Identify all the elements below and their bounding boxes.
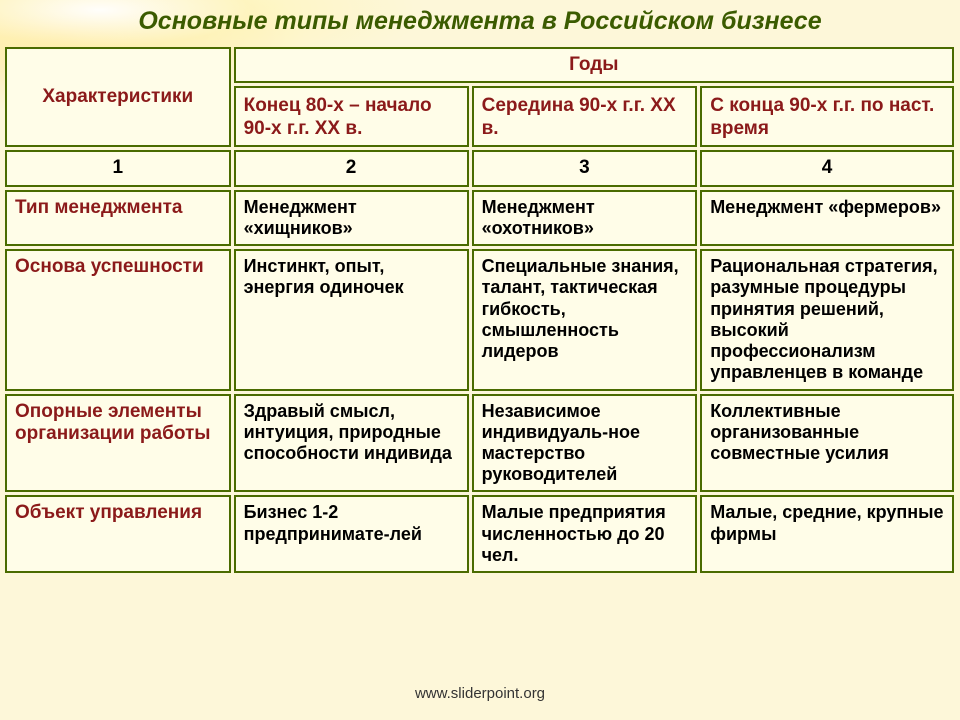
col-header-years: Годы — [234, 47, 954, 83]
row-1-cell-1: Специальные знания, талант, тактическая … — [472, 249, 698, 390]
table-row: Тип менеджмента Менеджмент «хищников» Ме… — [5, 190, 954, 246]
row-1-cell-2: Рациональная стратегия, разумные процеду… — [700, 249, 954, 390]
row-3-cell-0: Бизнес 1-2 предпринимате-лей — [234, 495, 469, 573]
period-2: С конца 90-х г.г. по наст. время — [700, 86, 954, 147]
colnum-3: 3 — [472, 150, 698, 186]
row-1-label: Основа успешности — [5, 249, 231, 390]
row-3-label: Объект управления — [5, 495, 231, 573]
watermark: www.sliderpoint.org — [0, 685, 960, 702]
row-1-cell-0: Инстинкт, опыт, энергия одиночек — [234, 249, 469, 390]
row-2-label: Опорные элементы организации работы — [5, 394, 231, 493]
row-2-cell-1: Независимое индивидуаль-ное мастерство р… — [472, 394, 698, 493]
row-3-cell-1: Малые предприятия численностью до 20 чел… — [472, 495, 698, 573]
management-types-table: Характеристики Годы Конец 80-х – начало … — [2, 44, 957, 576]
table-row: Опорные элементы организации работы Здра… — [5, 394, 954, 493]
row-2-cell-2: Коллективные организованные совместные у… — [700, 394, 954, 493]
period-1: Середина 90-х г.г. XX в. — [472, 86, 698, 147]
table-row: Объект управления Бизнес 1-2 предпринима… — [5, 495, 954, 573]
col-header-characteristics: Характеристики — [5, 47, 231, 147]
colnum-4: 4 — [700, 150, 954, 186]
row-0-cell-0: Менеджмент «хищников» — [234, 190, 469, 246]
row-0-cell-2: Менеджмент «фермеров» — [700, 190, 954, 246]
row-2-cell-0: Здравый смысл, интуиция, природные спосо… — [234, 394, 469, 493]
colnum-1: 1 — [5, 150, 231, 186]
table-row: Основа успешности Инстинкт, опыт, энерги… — [5, 249, 954, 390]
row-0-cell-1: Менеджмент «охотников» — [472, 190, 698, 246]
colnum-2: 2 — [234, 150, 469, 186]
row-3-cell-2: Малые, средние, крупные фирмы — [700, 495, 954, 573]
row-0-label: Тип менеджмента — [5, 190, 231, 246]
slide-title: Основные типы менеджмента в Российском б… — [0, 0, 960, 44]
period-0: Конец 80-х – начало 90-х г.г. ХХ в. — [234, 86, 469, 147]
